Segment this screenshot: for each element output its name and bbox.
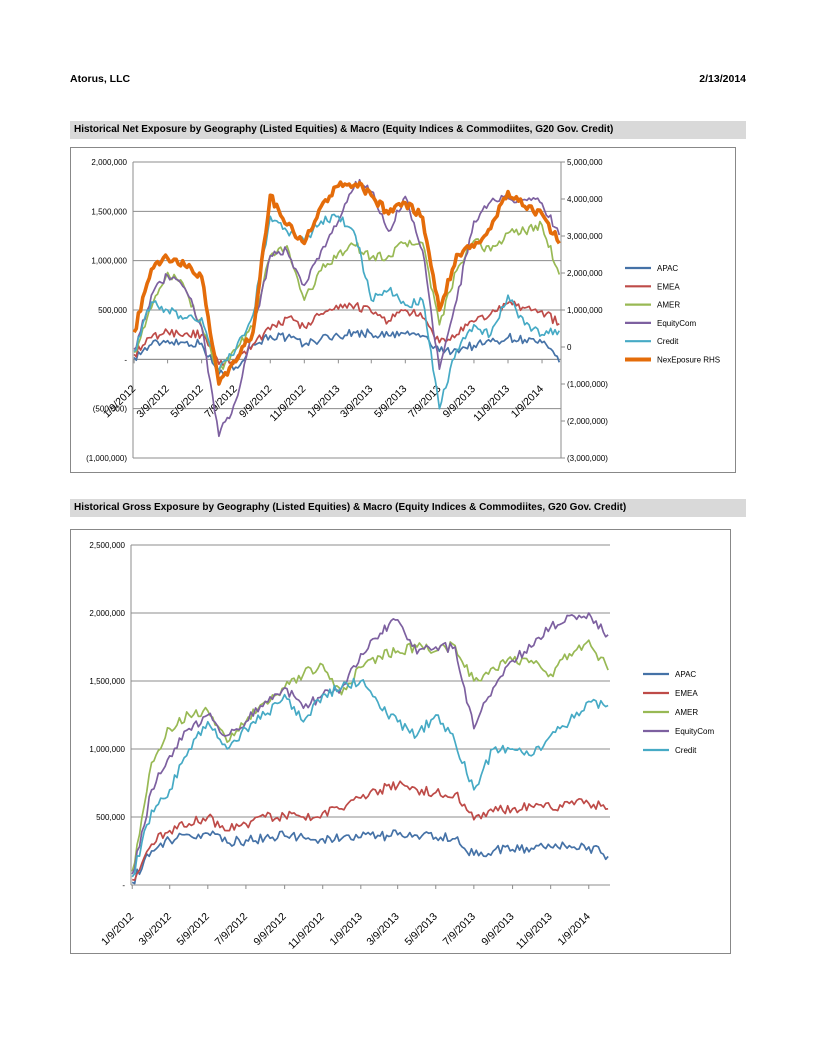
y-tick-label: 1,000,000 bbox=[89, 745, 125, 754]
y-tick-label: 1,000,000 bbox=[91, 257, 127, 266]
series-line-nexeposure-rhs bbox=[132, 180, 561, 386]
series-line-amer bbox=[131, 639, 609, 872]
x-tick-label: 9/9/2013 bbox=[479, 911, 516, 948]
y2-tick-label: (3,000,000) bbox=[567, 454, 608, 463]
x-tick-label: 5/9/2012 bbox=[168, 383, 205, 420]
legend-label-equitycom: EquityCom bbox=[675, 727, 714, 736]
x-tick-label: 11/9/2012 bbox=[267, 383, 308, 424]
x-tick-label: 7/9/2013 bbox=[441, 911, 478, 948]
legend-label-emea: EMEA bbox=[657, 282, 680, 291]
legend-label-equitycom: EquityCom bbox=[657, 319, 696, 328]
x-tick-label: 5/9/2013 bbox=[402, 911, 439, 948]
x-tick-label: 9/9/2012 bbox=[251, 911, 288, 948]
y-tick-label: 1,500,000 bbox=[89, 677, 125, 686]
x-tick-label: 5/9/2012 bbox=[175, 911, 212, 948]
x-tick-label: 3/9/2013 bbox=[364, 911, 401, 948]
legend-label-credit: Credit bbox=[657, 337, 679, 346]
series-line-emea bbox=[132, 780, 609, 882]
report-date: 2/13/2014 bbox=[699, 73, 746, 85]
gross-exposure-title: Historical Gross Exposure by Geography (… bbox=[74, 502, 627, 513]
x-tick-label: 3/9/2013 bbox=[338, 383, 375, 420]
y-tick-label: 2,000,000 bbox=[91, 158, 127, 167]
y2-tick-label: 4,000,000 bbox=[567, 195, 603, 204]
x-tick-label: 1/9/2014 bbox=[555, 911, 592, 948]
gross-exposure-chart: 2,500,000 2,000,000 1,500,000 1,000,000 500,… bbox=[70, 529, 731, 954]
x-tick-label: 1/9/2012 bbox=[99, 911, 136, 948]
y2-tick-label: 2,000,000 bbox=[567, 269, 603, 278]
y2-tick-label: (1,000,000) bbox=[567, 380, 608, 389]
x-tick-label: 3/9/2012 bbox=[136, 911, 173, 948]
gross-exposure-title-band: Historical Gross Exposure by Geography (… bbox=[70, 499, 746, 517]
y2-tick-label: (2,000,000) bbox=[567, 417, 608, 426]
y-tick-label: (1,000,000) bbox=[86, 454, 127, 463]
series-line-equitycom bbox=[131, 612, 609, 875]
legend-label-nexeposure-rhs: NexEposure RHS bbox=[657, 356, 720, 365]
y2-tick-label: 5,000,000 bbox=[567, 158, 603, 167]
x-tick-label: 1/9/2013 bbox=[328, 911, 365, 948]
series-line-equitycom bbox=[133, 178, 561, 438]
x-tick-label: 11/9/2013 bbox=[514, 911, 555, 952]
y-tick-label: 2,500,000 bbox=[89, 541, 125, 550]
legend-label-emea: EMEA bbox=[675, 689, 698, 698]
y2-tick-label: 1,000,000 bbox=[567, 306, 603, 315]
y-tick-label: 1,500,000 bbox=[91, 207, 127, 216]
series-line-emea bbox=[133, 300, 560, 367]
x-tick-label: 1/9/2014 bbox=[509, 383, 546, 420]
x-tick-label: 11/9/2013 bbox=[471, 383, 512, 424]
net-exposure-title: Historical Net Exposure by Geography (Li… bbox=[74, 124, 614, 135]
legend-label-apac: APAC bbox=[657, 264, 678, 273]
y-tick-label: - bbox=[124, 355, 127, 364]
y2-tick-label: 0 bbox=[567, 343, 572, 352]
x-tick-label: 7/9/2012 bbox=[202, 383, 239, 420]
x-tick-label: 5/9/2013 bbox=[372, 383, 409, 420]
x-tick-label: 3/9/2012 bbox=[134, 383, 171, 420]
legend-label-credit: Credit bbox=[675, 746, 697, 755]
series-line-apac bbox=[131, 829, 609, 885]
y-tick-label: (500,000) bbox=[93, 405, 128, 414]
gross-exposure-svg: 2,500,000 2,000,000 1,500,000 1,000,000 500,… bbox=[89, 541, 714, 952]
company-name: Atorus, LLC bbox=[70, 73, 131, 85]
legend-label-apac: APAC bbox=[675, 670, 696, 679]
y-tick-label: 500,000 bbox=[96, 813, 125, 822]
legend-label-amer: AMER bbox=[675, 708, 698, 717]
x-tick-label: 7/9/2012 bbox=[213, 911, 250, 948]
x-tick-label: 11/9/2012 bbox=[286, 911, 327, 952]
series-line-credit bbox=[131, 677, 609, 878]
x-tick-label: 1/9/2013 bbox=[305, 383, 342, 420]
y2-tick-label: 3,000,000 bbox=[567, 232, 603, 241]
series-line-credit bbox=[133, 213, 561, 410]
net-exposure-chart: 2,000,000 1,500,000 1,000,000 500,000 - (500,… bbox=[70, 147, 736, 473]
net-exposure-svg: 2,000,000 1,500,000 1,000,000 500,000 - (500,… bbox=[86, 158, 720, 463]
net-exposure-title-band: Historical Net Exposure by Geography (Li… bbox=[70, 121, 746, 139]
y-tick-label: - bbox=[122, 881, 125, 890]
legend-label-amer: AMER bbox=[657, 301, 680, 310]
series-line-amer bbox=[133, 220, 561, 373]
series-line-apac bbox=[133, 328, 561, 375]
y-tick-label: 500,000 bbox=[98, 306, 127, 315]
y-tick-label: 2,000,000 bbox=[89, 609, 125, 618]
